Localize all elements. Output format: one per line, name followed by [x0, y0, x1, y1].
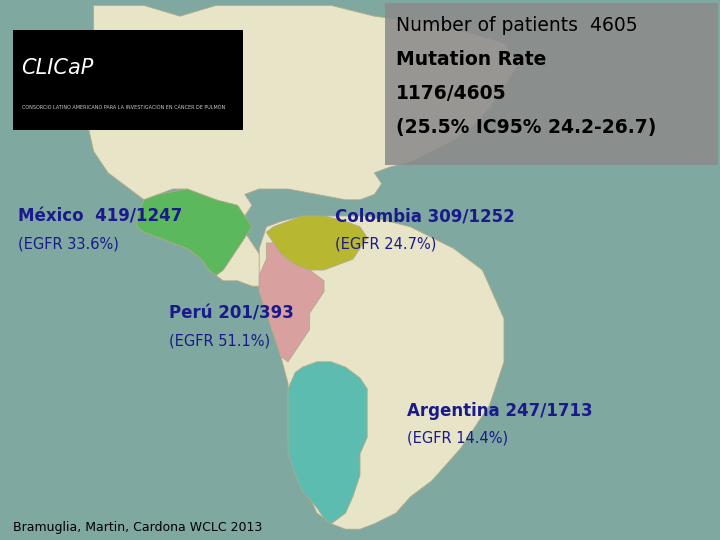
Text: (25.5% IC95% 24.2-26.7): (25.5% IC95% 24.2-26.7) — [396, 118, 657, 137]
Text: México  419/1247: México 419/1247 — [18, 207, 182, 225]
Polygon shape — [86, 5, 518, 216]
Text: Argentina 247/1713: Argentina 247/1713 — [407, 402, 593, 420]
Polygon shape — [137, 189, 252, 275]
Text: Number of patients  4605: Number of patients 4605 — [396, 16, 638, 35]
Text: CLICaP: CLICaP — [22, 58, 94, 78]
Text: 1176/4605: 1176/4605 — [396, 84, 507, 103]
Polygon shape — [259, 243, 324, 362]
FancyBboxPatch shape — [13, 30, 243, 130]
Text: (EGFR 14.4%): (EGFR 14.4%) — [407, 430, 508, 445]
Text: (EGFR 24.7%): (EGFR 24.7%) — [335, 236, 436, 251]
Text: (EGFR 51.1%): (EGFR 51.1%) — [169, 333, 270, 348]
Polygon shape — [288, 362, 367, 524]
Polygon shape — [266, 216, 367, 270]
Text: Bramuglia, Martin, Cardona WCLC 2013: Bramuglia, Martin, Cardona WCLC 2013 — [13, 521, 262, 534]
Polygon shape — [259, 216, 504, 529]
Text: CONSORCIO LATINO AMERICANO PARA LA INVESTIGACIÓN EN CÁNCER DE PULMÓN: CONSORCIO LATINO AMERICANO PARA LA INVES… — [22, 105, 225, 110]
Text: Mutation Rate: Mutation Rate — [396, 50, 546, 69]
Text: Colombia 309/1252: Colombia 309/1252 — [335, 207, 515, 225]
Polygon shape — [216, 221, 274, 286]
FancyBboxPatch shape — [385, 3, 718, 165]
Text: Perú 201/393: Perú 201/393 — [169, 305, 294, 322]
Text: (EGFR 33.6%): (EGFR 33.6%) — [18, 236, 119, 251]
